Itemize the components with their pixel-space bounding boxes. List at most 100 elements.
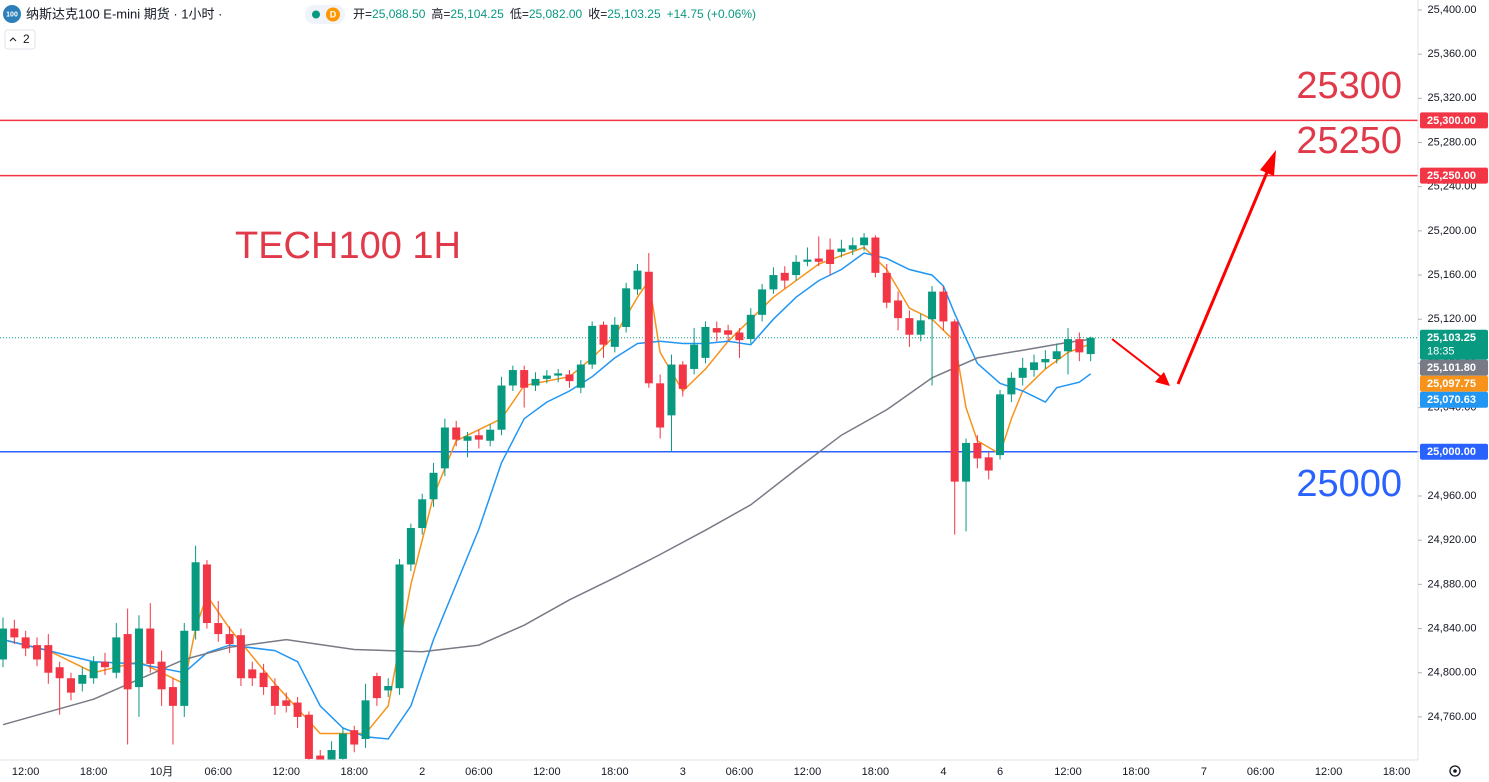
x-tick-label: 06:00 <box>205 766 233 778</box>
candle-body <box>100 661 109 668</box>
candle-body <box>984 457 993 471</box>
x-tick-label: 12:00 <box>1054 766 1082 778</box>
x-tick-label: 18:00 <box>601 766 629 778</box>
candle-body <box>996 394 1005 456</box>
candle-body <box>633 270 642 290</box>
candle-body <box>123 634 132 690</box>
candle-body <box>361 700 370 740</box>
ohlc-label: 开= <box>353 7 372 21</box>
candle-body <box>554 373 563 376</box>
candle-body <box>78 674 87 684</box>
y-tick-label: 24,800.00 <box>1428 667 1477 679</box>
candle-body <box>293 702 302 717</box>
candle-body <box>89 661 98 679</box>
candle-body <box>746 314 755 340</box>
indicator-toggle[interactable] <box>4 29 36 50</box>
candle-body <box>21 637 30 649</box>
candle-body <box>270 685 279 706</box>
candle-body <box>588 325 597 365</box>
candle-body <box>134 628 143 688</box>
delay-badge <box>326 7 340 22</box>
price-badge-label: 25,101.80 <box>1427 362 1476 374</box>
candle-body <box>905 318 914 335</box>
candle-body <box>497 385 506 430</box>
price-badge-label: 25,000.00 <box>1427 446 1476 458</box>
x-tick-label: 7 <box>1201 766 1207 778</box>
symbol-icon[interactable] <box>3 5 21 23</box>
candle-body <box>531 378 540 386</box>
candle-body <box>406 528 415 565</box>
candle-body <box>860 237 869 246</box>
time-axis <box>0 760 1418 782</box>
candle-body <box>44 645 53 673</box>
market-open-dot <box>312 10 320 19</box>
price-badge <box>1420 443 1488 460</box>
x-tick-label: 12:00 <box>1315 766 1343 778</box>
price-badge-label: 25,097.75 <box>1427 378 1476 390</box>
candle-body <box>928 291 937 320</box>
ohlc-value: 25,082.00 <box>529 7 583 21</box>
candle-body <box>882 272 891 303</box>
settings-icon[interactable] <box>1449 765 1461 777</box>
y-tick-label: 25,280.00 <box>1428 136 1477 148</box>
candle-body <box>202 564 211 624</box>
y-tick-label: 25,400.00 <box>1428 4 1477 16</box>
candle-body <box>690 344 699 369</box>
symbol-title[interactable]: 纳斯达克100 E-mini 期货 · 1小时 · <box>26 6 222 21</box>
x-tick-label: 06:00 <box>1247 766 1275 778</box>
candle-body <box>338 733 347 759</box>
candle-body <box>236 635 245 679</box>
x-tick-label: 06:00 <box>726 766 754 778</box>
candle-body <box>599 324 608 345</box>
candle-body <box>259 672 268 688</box>
candle-body <box>282 700 291 706</box>
countdown: 18:35 <box>1427 346 1455 358</box>
candle-body <box>191 562 200 631</box>
candle-body <box>520 370 529 388</box>
plot-area <box>0 119 1418 760</box>
candle-body <box>644 271 653 384</box>
moving-average <box>2 338 1091 726</box>
y-tick-label: 24,880.00 <box>1428 578 1477 590</box>
y-tick-label: 25,320.00 <box>1428 92 1477 104</box>
candle-body <box>463 436 472 441</box>
candle-body <box>939 291 948 322</box>
candle-body <box>622 288 631 327</box>
candle-body <box>678 364 687 389</box>
candle-body <box>1052 351 1061 360</box>
x-tick-label: 18:00 <box>80 766 108 778</box>
candle-body <box>962 442 971 482</box>
price-badge <box>1420 329 1488 360</box>
y-tick-label: 24,960.00 <box>1428 490 1477 502</box>
support-label: 25000 <box>1296 463 1402 505</box>
x-tick-label: 18:00 <box>340 766 368 778</box>
candle-body <box>429 472 438 500</box>
candle-body <box>225 634 234 645</box>
price-change: +14.75 (+0.06%) <box>667 7 756 21</box>
candle-body <box>1018 367 1027 378</box>
candle-body <box>452 427 461 440</box>
candle-body <box>667 364 676 416</box>
price-badge <box>1420 375 1488 392</box>
candle-body <box>112 637 121 673</box>
x-tick-label: 06:00 <box>465 766 493 778</box>
x-tick-label: 12:00 <box>794 766 822 778</box>
x-tick-label: 4 <box>940 766 946 778</box>
symbol-icon-text: 100 <box>6 11 18 18</box>
chevron-icon <box>9 37 17 42</box>
candle-body <box>848 245 857 250</box>
candle-body <box>248 669 257 679</box>
candle-body <box>66 678 75 693</box>
moving-average <box>2 246 1091 735</box>
price-badge <box>1420 167 1488 184</box>
ohlc-value: 25,088.50 <box>372 7 426 21</box>
arrow-head <box>1260 150 1276 176</box>
ohlc-values: 开=25,088.50 高=25,104.25 低=25,082.00 收=25,10… <box>353 6 756 21</box>
ohlc-label: 高= <box>431 6 450 21</box>
moving-average <box>2 252 1092 740</box>
candle-body <box>10 628 19 638</box>
price-badge-label: 25,250.00 <box>1427 170 1476 182</box>
candle-body <box>576 364 585 388</box>
x-tick-label: 12:00 <box>12 766 40 778</box>
candle-body <box>814 258 823 262</box>
